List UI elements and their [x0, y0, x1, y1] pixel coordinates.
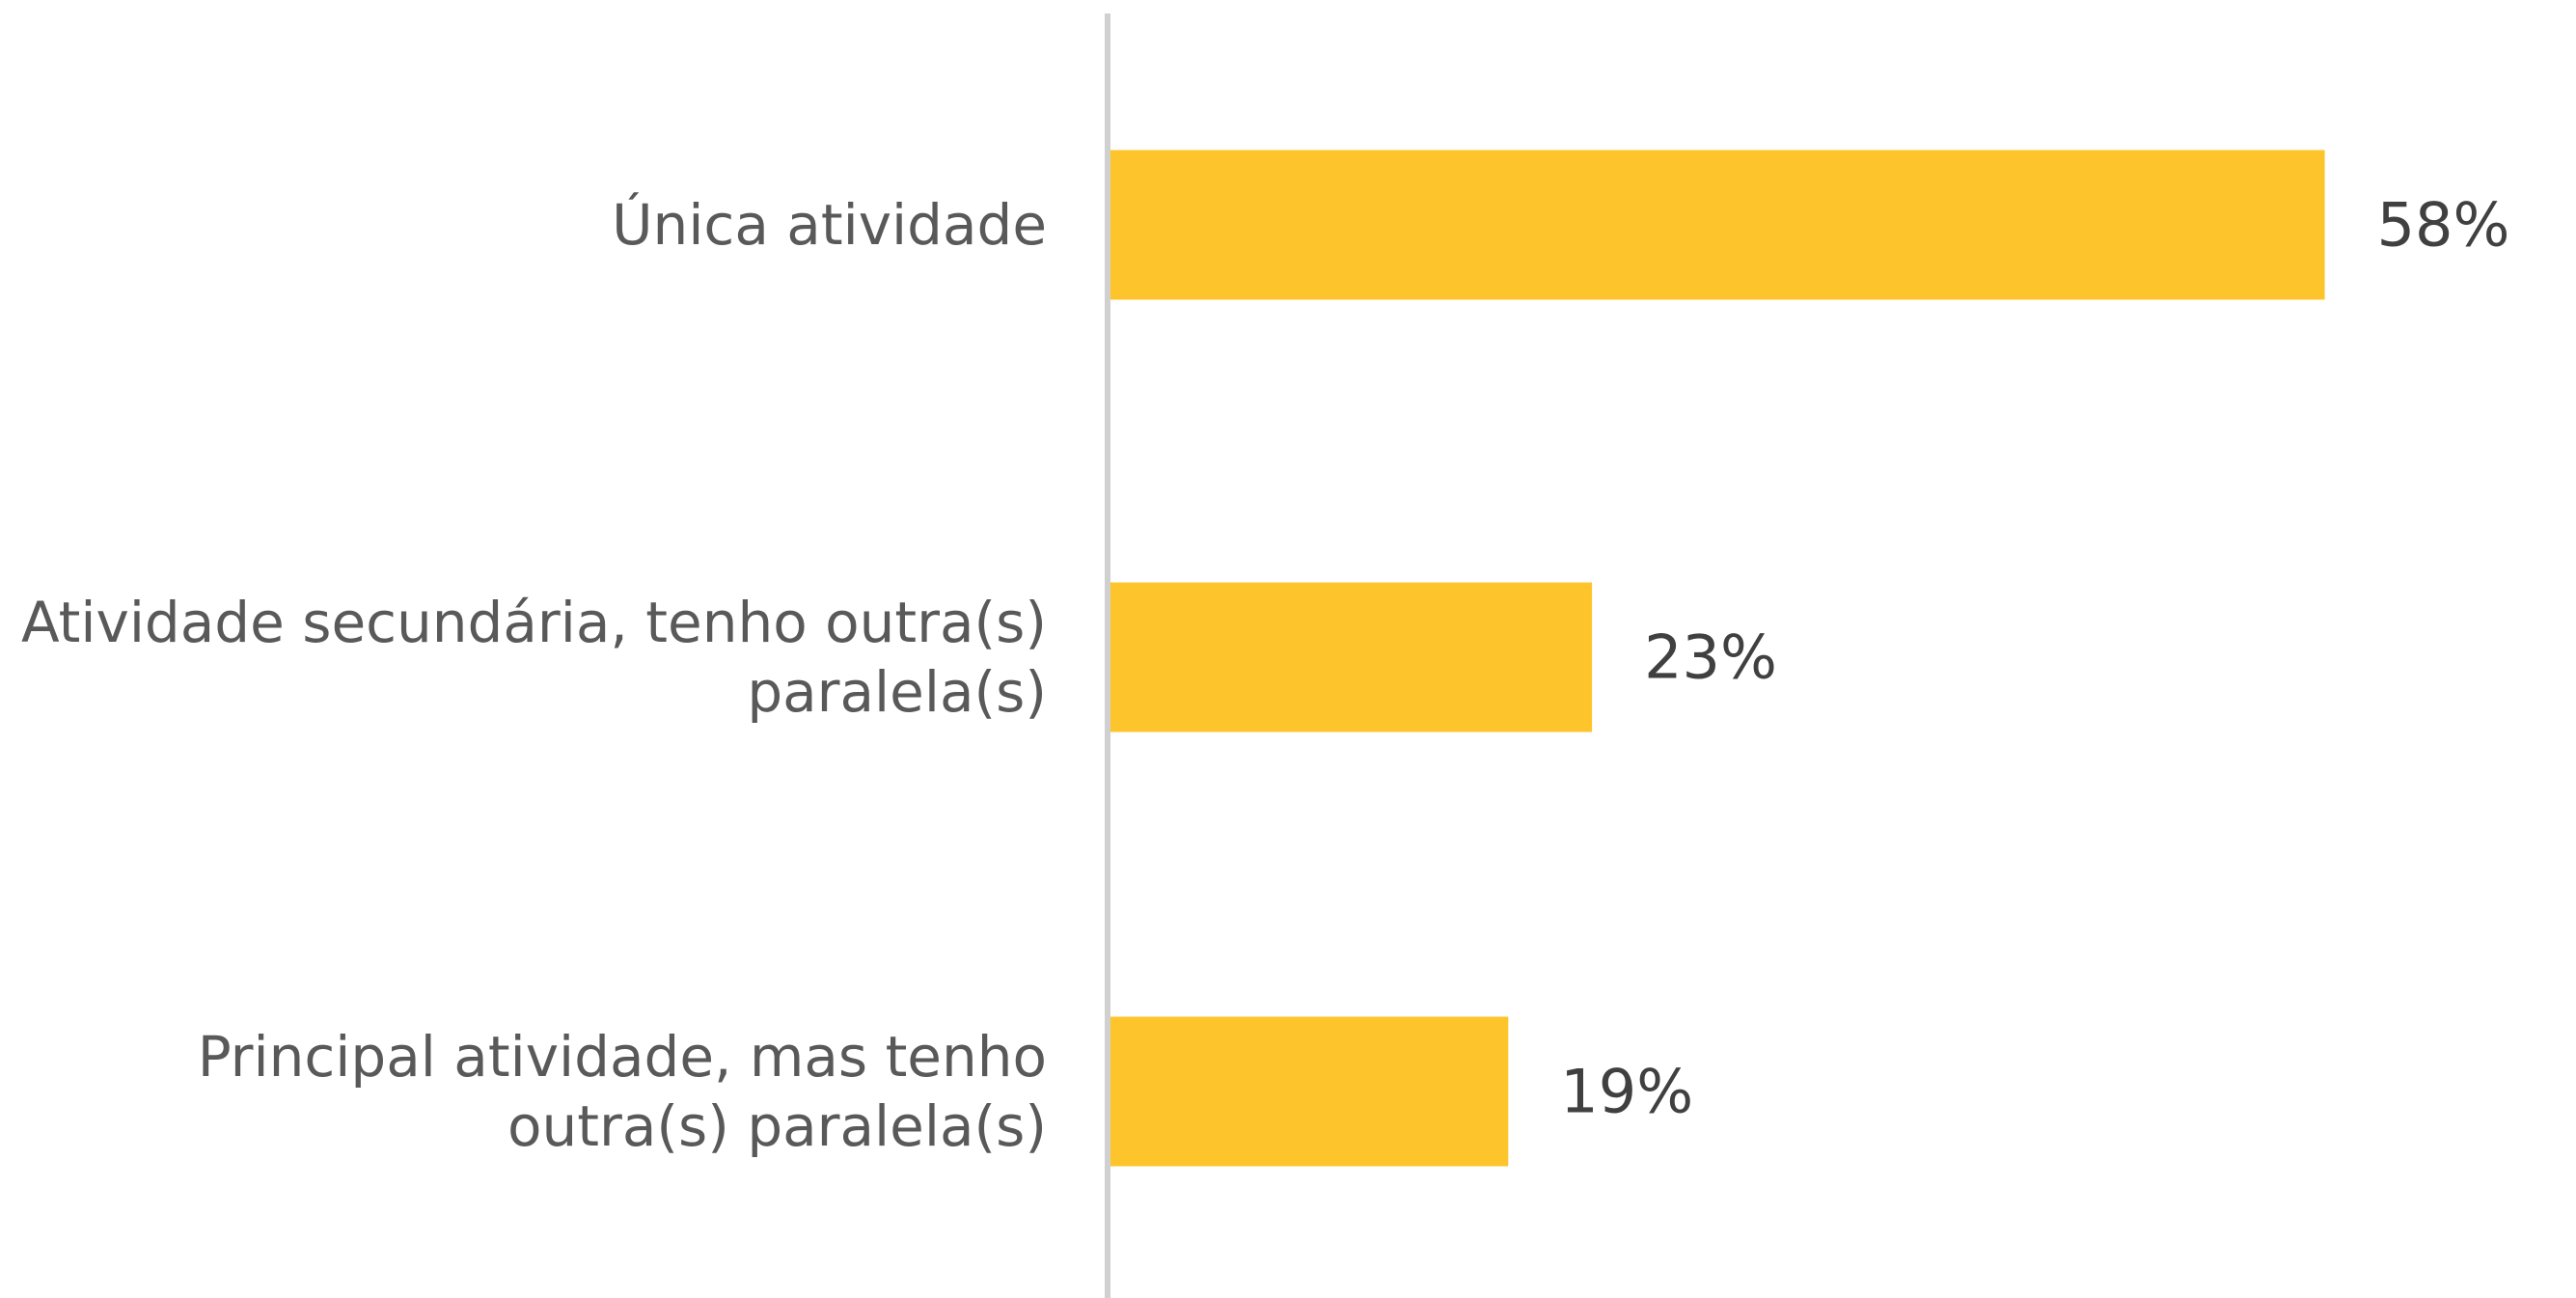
bar: [1110, 150, 2325, 300]
bar: [1110, 1016, 1509, 1167]
category-label: Única atividade: [612, 192, 1047, 258]
value-label: 19%: [1560, 1056, 1694, 1127]
category-label: Atividade secundária, tenho outra(s) par…: [20, 590, 1047, 725]
value-label: 23%: [1644, 621, 1777, 693]
category-label: Principal atividade, mas tenho outra(s) …: [197, 1024, 1047, 1159]
value-label: 58%: [2376, 189, 2510, 261]
bar: [1110, 582, 1593, 732]
